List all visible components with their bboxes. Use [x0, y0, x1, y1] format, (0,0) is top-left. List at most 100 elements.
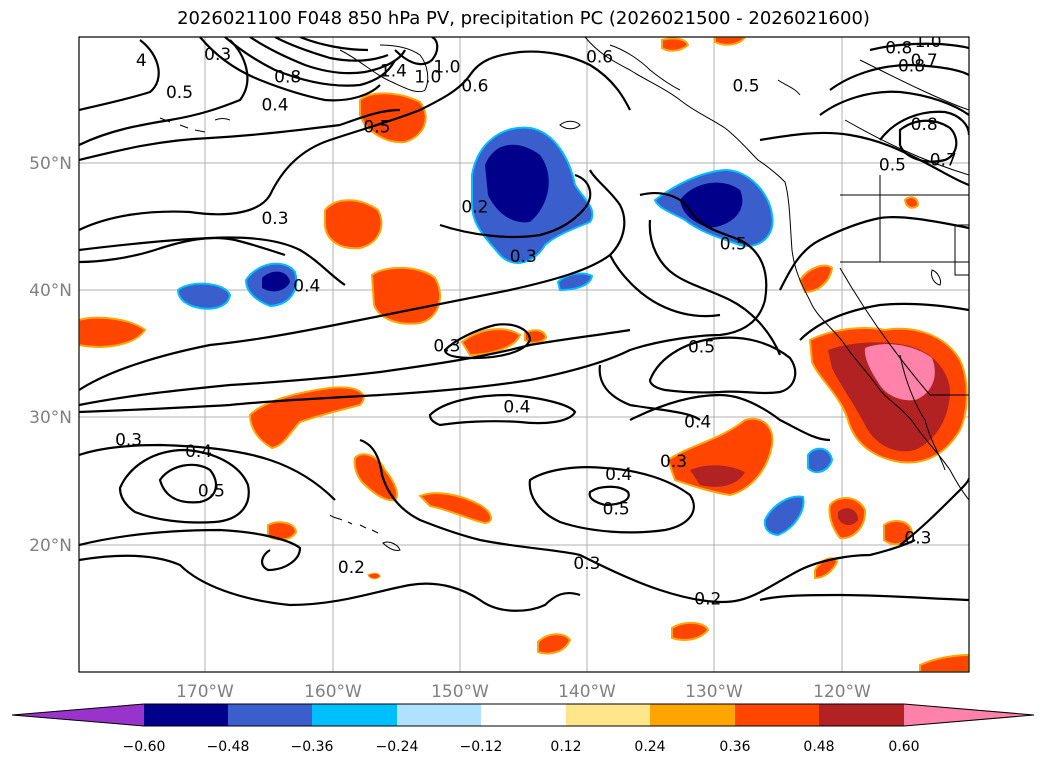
colorbar-arrow-high	[904, 704, 1034, 726]
contour-label: 0.6	[461, 77, 488, 97]
colorbar-segment	[650, 704, 735, 726]
contour-label: 0.5	[198, 481, 225, 501]
precip-blob-positive	[324, 199, 383, 250]
map-frame	[78, 36, 970, 673]
contour-label: 0.5	[166, 83, 193, 103]
colorbar-tick-label: −0.12	[460, 739, 503, 755]
lon-label: 150°W	[431, 682, 489, 702]
contour-label: 0.3	[115, 431, 142, 451]
map-panel: 0.30.540.80.40.51.4 1.01.00.60.60.50.8 1.0…	[79, 32, 969, 672]
colorbar-segment	[819, 704, 904, 726]
precip-blob-positive	[359, 92, 427, 144]
longitude-labels: 170°W 160°W 150°W 140°W 130°W 120°W	[176, 682, 871, 702]
lon-label: 120°W	[813, 682, 871, 702]
contour-label: 0.4	[605, 465, 632, 485]
precip-blob-positive	[248, 386, 365, 450]
precip-blob-positive	[883, 519, 914, 546]
contour-label: 0.3	[904, 529, 931, 549]
precip-blob-negative	[807, 447, 834, 474]
contour-label: 1.0	[433, 58, 460, 78]
colorbar-segment	[312, 704, 397, 726]
colorbar-arrow-low	[12, 704, 144, 726]
precip-blob-positive	[903, 196, 920, 209]
map-title: 2026021100 F048 850 hPa PV, precipitatio…	[177, 8, 870, 29]
contour-label: 0.4	[293, 277, 320, 297]
contour-labels: 0.30.540.80.40.51.4 1.01.00.60.60.50.8 1.0…	[115, 32, 957, 610]
precip-blob-positive	[919, 653, 969, 672]
precip-blob-positive	[798, 264, 834, 294]
colorbar-tick-label: −0.36	[291, 739, 334, 755]
colorbar-segment	[481, 704, 566, 726]
contour-label: 0.6	[586, 47, 613, 67]
precip-blob-positive	[671, 622, 710, 641]
contour-label: 0.7	[911, 51, 938, 71]
contour-label: 0.5	[879, 156, 906, 176]
lat-label: 50°N	[29, 154, 72, 174]
contour-label: 0.5	[363, 117, 390, 137]
colorbar-segment	[397, 704, 481, 726]
lat-label: 20°N	[29, 536, 72, 556]
contour-label: 0.2	[694, 590, 721, 610]
precip-blob-positive	[690, 465, 745, 487]
colorbar-segment	[566, 704, 650, 726]
precip-blob-positive	[367, 572, 381, 580]
latitude-labels: 50°N 40°N 30°N 20°N	[29, 154, 72, 556]
contour-label: 0.8	[274, 68, 301, 88]
lat-label: 30°N	[29, 408, 72, 428]
precip-blob-positive	[838, 508, 858, 526]
contour-label: 0.3	[433, 336, 460, 356]
contour-label: 4	[136, 51, 147, 71]
precip-blob-negative	[485, 144, 549, 223]
contour-label: 0.2	[338, 558, 365, 578]
contour-label: 0.2	[461, 198, 488, 218]
precip-blob-positive	[537, 633, 572, 655]
precip-negative-blobs	[176, 126, 834, 537]
colorbar: −0.60 −0.48 −0.36 −0.24 −0.12 0.12 0.24 …	[11, 703, 1035, 755]
precip-blob-positive	[864, 344, 935, 401]
precip-blob-negative	[763, 495, 805, 537]
coastlines	[159, 37, 969, 551]
colorbar-segment	[144, 704, 228, 726]
colorbar-tick-label: −0.24	[376, 739, 419, 755]
colorbar-tick-label: 0.60	[888, 739, 919, 755]
contour-label: 0.8	[911, 115, 938, 135]
contour-label: 1.0	[414, 68, 441, 88]
precip-blob-positive	[460, 328, 522, 357]
precip-blob-positive	[79, 316, 147, 348]
precip-blob-negative	[262, 271, 290, 292]
contour-label: 0.4	[684, 413, 711, 433]
contour-label: 0.3	[261, 209, 288, 229]
contour-label: 0.3	[510, 247, 537, 267]
precip-blob-positive	[661, 37, 690, 52]
lon-label: 130°W	[685, 682, 743, 702]
colorbar-tick-label: 0.48	[803, 739, 834, 755]
lon-label: 170°W	[176, 682, 234, 702]
lat-label: 40°N	[29, 281, 72, 301]
colorbar-tick-label: 0.24	[634, 739, 665, 755]
contour-label: 0.3	[660, 452, 687, 472]
lon-label: 140°W	[558, 682, 616, 702]
precip-blob-negative	[176, 282, 232, 310]
colorbar-tick-label: 0.12	[550, 739, 581, 755]
contour-label: 0.5	[732, 77, 759, 97]
contour-label: 0.4	[185, 442, 212, 462]
contour-label: 0.5	[603, 499, 630, 519]
contour-label: 0.4	[503, 397, 530, 417]
lon-label: 160°W	[304, 682, 362, 702]
colorbar-tick-label: 0.36	[719, 739, 750, 755]
contour-label: 0.5	[720, 235, 747, 255]
contour-label: 1.0	[915, 32, 942, 52]
contour-label: 0.5	[688, 338, 715, 358]
colorbar-segment	[735, 704, 819, 726]
colorbar-tick-label: −0.48	[207, 739, 250, 755]
pv-contours	[79, 37, 969, 612]
colorbar-outline	[11, 703, 1035, 727]
contour-label: 1.4	[380, 61, 407, 81]
precip-blob-positive	[418, 492, 492, 525]
contour-label: 0.4	[261, 96, 288, 116]
contour-label: 0.3	[204, 45, 231, 65]
contour-label: 0.7	[930, 151, 957, 171]
colorbar-segment	[228, 704, 312, 726]
contour-label: 0.8	[885, 38, 912, 58]
